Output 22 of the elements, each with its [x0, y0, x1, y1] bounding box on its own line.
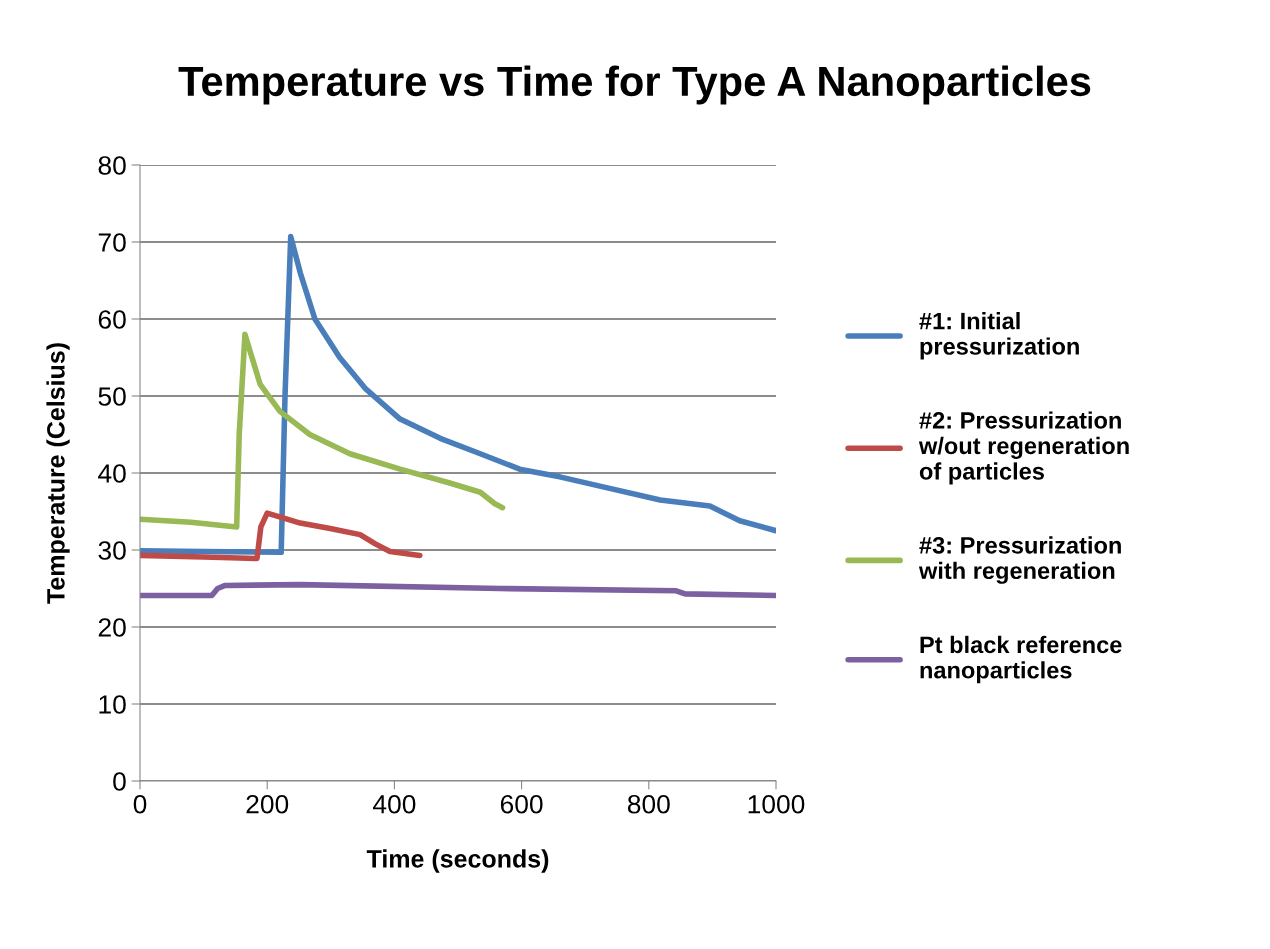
y-tick-label: 60 [98, 310, 126, 329]
y-tick-label: 0 [113, 772, 126, 791]
x-tick-label: 800 [627, 794, 670, 814]
y-tick-label: 50 [98, 387, 126, 406]
legend-label: #3: Pressurization with regeneration [918, 536, 1121, 584]
y-tick-label: 70 [98, 233, 126, 252]
y-axis-title: Temperature (Celsius) [46, 343, 70, 604]
y-tick-label: 40 [98, 464, 126, 483]
x-tick-label: 1000 [748, 794, 805, 814]
chart-title: Temperature vs Time for Type A Nanoparticles [178, 65, 1091, 105]
x-tick-label: 200 [246, 794, 289, 814]
x-tick-label: 600 [500, 794, 543, 814]
x-tick-label: 0 [133, 794, 147, 814]
x-tick-label: 400 [372, 794, 416, 814]
y-tick-label: 80 [98, 156, 126, 175]
y-tick-label: 30 [98, 541, 126, 560]
x-axis-title: Time (seconds) [366, 849, 549, 873]
legend-label: #1: Initial pressurization [919, 312, 1079, 360]
legend-label: #2: Pressurization w/out regeneration of particles [918, 411, 1129, 485]
legend-label: Pt black reference nanoparticles [920, 635, 1122, 684]
y-tick-label: 20 [98, 618, 126, 637]
y-tick-label: 10 [99, 695, 126, 714]
